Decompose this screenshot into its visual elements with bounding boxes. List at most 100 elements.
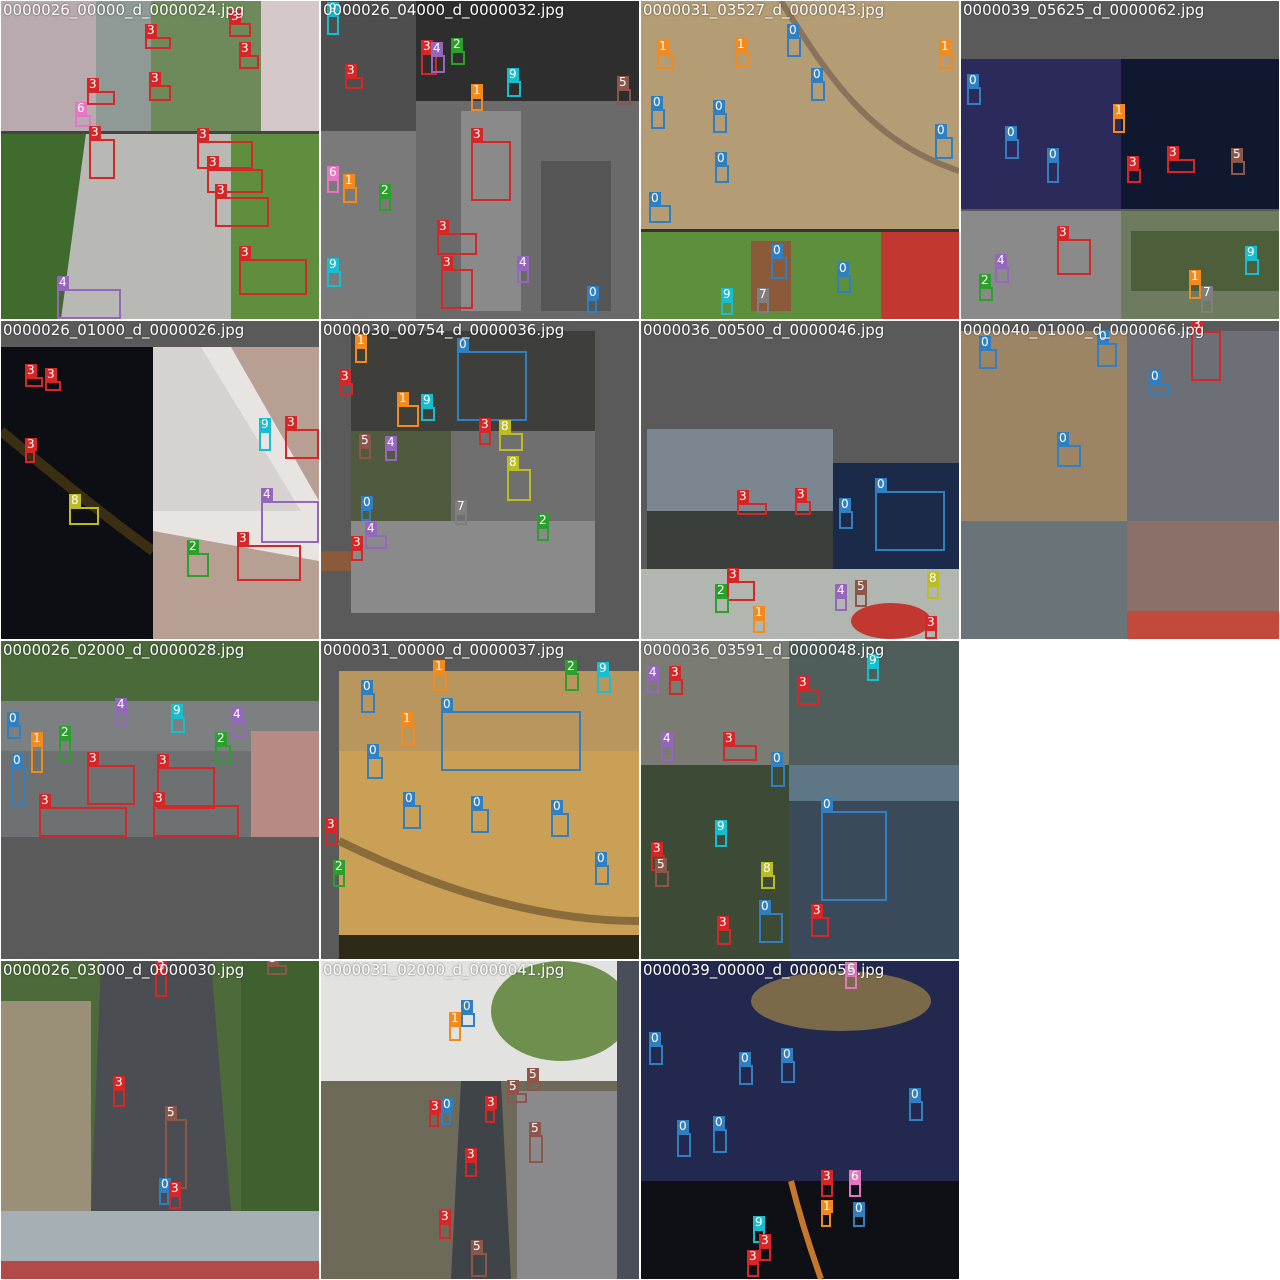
bbox-class-2: 2 (715, 584, 729, 613)
bbox-label: 4 (385, 435, 397, 449)
bbox-class-3: 3 (1127, 156, 1141, 183)
bbox-class-3: 3 (479, 418, 491, 445)
bbox-class-0: 0 (909, 1088, 923, 1121)
bbox-label: 0 (551, 799, 563, 813)
bbox-class-5: 5 (359, 434, 371, 459)
bbox-label: 0 (361, 495, 373, 509)
bbox-label: 3 (25, 437, 37, 451)
bbox-label: 0 (853, 1201, 865, 1215)
bbox-class-3: 3 (339, 370, 353, 395)
bbox-class-3: 3 (87, 78, 115, 105)
bbox-label: 3 (149, 71, 161, 85)
bbox-label: 0 (875, 477, 887, 491)
bbox-label: 0 (713, 99, 725, 113)
bbox-class-1: 1 (657, 40, 673, 69)
bbox-label: 8 (761, 861, 773, 875)
bbox-label: 3 (821, 1169, 833, 1183)
bbox-class-9: 9 (721, 288, 733, 315)
bbox-class-3: 3 (239, 246, 307, 295)
bbox-class-1: 1 (401, 712, 415, 745)
bbox-class-3: 3 (25, 438, 37, 463)
bbox-class-0: 0 (649, 192, 671, 223)
bbox-class-3: 3 (747, 1250, 759, 1277)
bbox-label: 1 (753, 605, 765, 619)
bbox-class-0: 0 (361, 680, 375, 713)
bbox-class-4: 4 (517, 256, 529, 283)
bbox-label: 1 (343, 173, 355, 187)
bbox-class-0: 0 (367, 744, 383, 779)
bbox-class-0: 0 (839, 498, 853, 529)
bbox-label: 0 (713, 1115, 725, 1129)
bbox-class-7: 7 (1201, 286, 1213, 313)
bbox-label: 5 (527, 1067, 539, 1081)
bbox-class-4: 4 (431, 42, 445, 73)
image-filename: 0000030_00754_d_0000036.jpg (323, 321, 565, 339)
bbox-class-0: 0 (471, 796, 489, 833)
mosaic-tile: 0000039_05625_d_0000062.jpg 0 0 0 1 3 3 … (961, 1, 1279, 319)
bbox-class-3: 3 (1191, 321, 1221, 381)
bbox-label: 3 (429, 1099, 441, 1113)
bbox-label: 3 (215, 183, 227, 197)
bbox-label: 2 (715, 583, 727, 597)
bbox-class-5: 5 (471, 1240, 487, 1277)
bbox-label: 9 (753, 1215, 765, 1229)
bbox-label: 1 (1189, 269, 1201, 283)
bbox-label: 1 (401, 711, 413, 725)
bbox-label: 5 (471, 1239, 483, 1253)
bbox-class-0: 0 (441, 698, 581, 771)
bbox-class-0: 0 (587, 286, 599, 313)
bbox-class-3: 3 (145, 24, 171, 49)
bbox-class-3: 3 (821, 1170, 833, 1197)
bbox-class-5: 5 (267, 961, 287, 975)
bbox-label: 5 (655, 857, 667, 871)
bbox-class-1: 1 (735, 38, 749, 67)
bbox-class-0: 0 (875, 478, 945, 551)
bbox-class-3: 3 (439, 1210, 451, 1239)
bbox-class-0: 0 (979, 336, 997, 369)
bbox-class-3: 3 (465, 1148, 477, 1177)
bbox-class-8: 8 (69, 494, 99, 525)
bbox-label: 1 (821, 1199, 833, 1213)
bbox-class-0: 0 (771, 752, 785, 787)
bbox-label: 3 (339, 369, 351, 383)
bbox-label: 1 (31, 731, 43, 745)
bbox-label: 1 (433, 659, 445, 673)
bbox-label: 3 (471, 127, 483, 141)
aerial-scene (641, 321, 959, 639)
bbox-class-0: 0 (403, 792, 421, 829)
bbox-class-4: 4 (365, 522, 387, 549)
bbox-label: 0 (935, 123, 947, 137)
bbox-label: 7 (1201, 285, 1213, 299)
bbox-label: 4 (647, 665, 659, 679)
bbox-class-0: 0 (967, 74, 981, 105)
bbox-label: 1 (355, 333, 367, 347)
bbox-label: 0 (361, 679, 373, 693)
bbox-label: 4 (431, 41, 443, 55)
bbox-class-1: 1 (753, 606, 765, 633)
bbox-label: 3 (465, 1147, 477, 1161)
image-filename: 0000036_00500_d_0000046.jpg (643, 321, 885, 339)
bbox-class-5: 5 (617, 76, 631, 105)
bbox-label: 0 (649, 191, 661, 205)
bbox-label: 9 (171, 703, 183, 717)
bbox-class-3: 3 (25, 364, 43, 387)
bbox-label: 0 (587, 285, 599, 299)
bbox-label: 0 (649, 1031, 661, 1045)
bbox-class-2: 2 (187, 540, 209, 577)
bbox-label: 6 (327, 165, 339, 179)
aerial-scene (1, 961, 319, 1279)
bbox-label: 9 (259, 417, 271, 431)
bbox-class-1: 1 (31, 732, 43, 773)
bbox-label: 3 (197, 127, 209, 141)
bbox-class-9: 9 (421, 394, 435, 421)
bbox-class-3: 3 (45, 368, 61, 391)
bbox-label: 4 (995, 253, 1007, 267)
bbox-class-2: 2 (59, 726, 71, 761)
bbox-label: 3 (155, 961, 167, 973)
bbox-class-7: 7 (455, 500, 467, 525)
bbox-label: 0 (787, 23, 799, 37)
bbox-class-0: 0 (159, 1178, 171, 1205)
bbox-label: 0 (457, 337, 469, 351)
bbox-label: 0 (403, 791, 415, 805)
bbox-label: 3 (811, 903, 823, 917)
